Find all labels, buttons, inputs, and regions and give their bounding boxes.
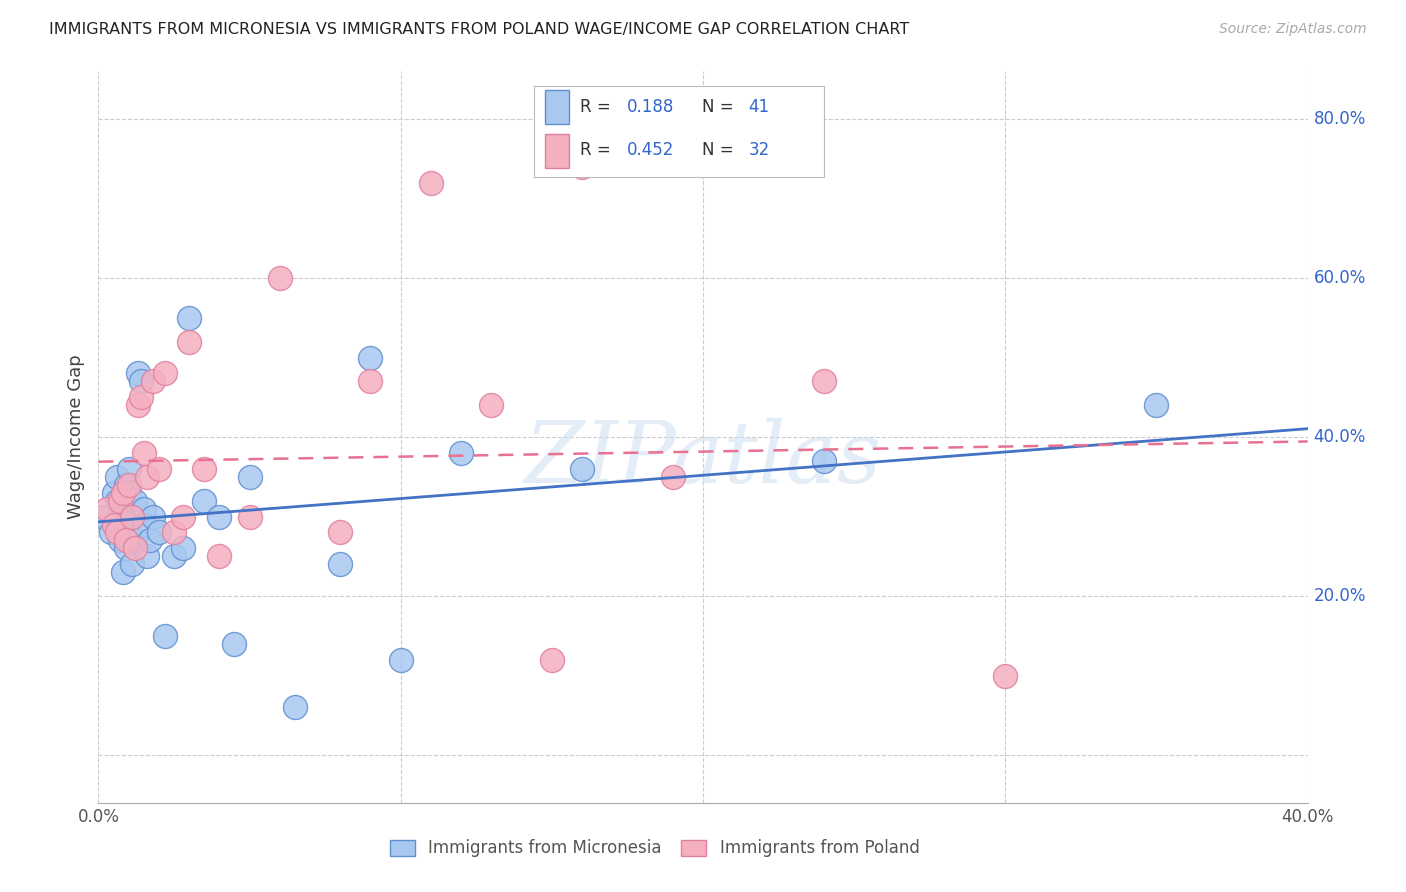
Point [111,566,134,580]
Point [1144,398,1167,412]
Text: ZIPatlas: ZIPatlas [524,417,882,500]
Point [121,509,143,524]
Point [111,501,134,516]
Point [284,700,307,714]
Point [111,485,134,500]
Point [208,549,231,564]
Point [129,375,152,389]
Point [132,517,155,532]
Point [239,470,262,484]
Point [208,509,231,524]
Point [127,367,149,381]
Point [193,493,215,508]
Point [163,549,186,564]
Text: 20.0%: 20.0% [1313,587,1367,605]
Text: 60.0%: 60.0% [1313,269,1367,287]
Point [121,558,143,572]
Point [124,493,146,508]
Point [124,541,146,556]
Point [142,509,165,524]
Point [96,501,118,516]
Text: IMMIGRANTS FROM MICRONESIA VS IMMIGRANTS FROM POLAND WAGE/INCOME GAP CORRELATION: IMMIGRANTS FROM MICRONESIA VS IMMIGRANTS… [49,22,910,37]
Point [124,533,146,548]
Point [142,375,165,389]
Point [129,390,152,404]
Point [93,509,115,524]
Legend: Immigrants from Micronesia, Immigrants from Poland: Immigrants from Micronesia, Immigrants f… [382,832,927,864]
Point [132,446,155,460]
Point [148,525,170,540]
Point [118,477,141,491]
Point [571,462,593,476]
Text: Source: ZipAtlas.com: Source: ZipAtlas.com [1219,22,1367,37]
Point [114,533,136,548]
Point [103,517,125,532]
Point [135,549,157,564]
Point [661,470,683,484]
Point [105,470,128,484]
Point [108,493,131,508]
Y-axis label: Wage/Income Gap: Wage/Income Gap [66,355,84,519]
Point [153,629,176,643]
Point [132,501,155,516]
Point [139,533,162,548]
Point [118,462,141,476]
Point [105,493,128,508]
Point [389,653,412,667]
Point [813,375,835,389]
Point [127,398,149,412]
Point [450,446,472,460]
Point [239,509,262,524]
Point [269,271,291,285]
Point [540,653,562,667]
Point [172,509,194,524]
Point [114,477,136,491]
Point [103,485,125,500]
Point [135,470,157,484]
Point [420,176,443,190]
Point [329,525,352,540]
Point [481,398,503,412]
Point [224,637,246,651]
Point [153,367,176,381]
Point [172,541,194,556]
Point [108,517,131,532]
Point [163,525,186,540]
Point [813,454,835,468]
Text: 40.0%: 40.0% [1313,428,1367,446]
Point [118,485,141,500]
Point [105,525,128,540]
Text: 80.0%: 80.0% [1313,110,1367,128]
Point [571,160,593,174]
Point [329,558,352,572]
Point [179,334,201,349]
Point [114,541,136,556]
Point [994,668,1017,682]
Point [360,375,382,389]
Point [121,509,143,524]
Point [360,351,382,365]
Point [179,310,201,325]
Point [100,525,122,540]
Point [148,462,170,476]
Point [193,462,215,476]
Point [108,533,131,548]
